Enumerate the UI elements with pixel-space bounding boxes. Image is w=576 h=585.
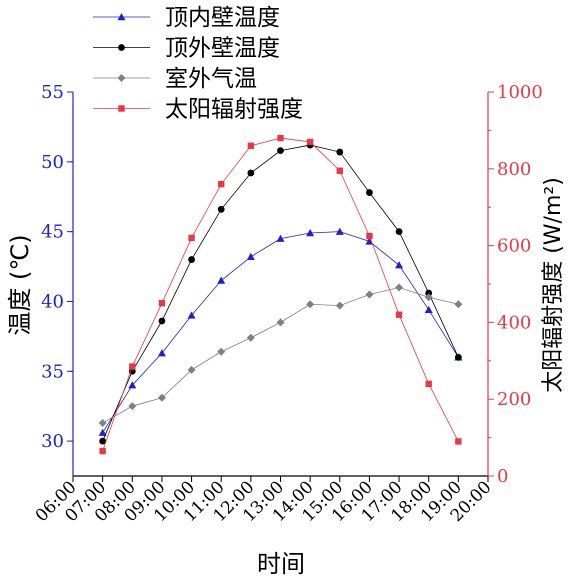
left-tick-label: 40 bbox=[41, 291, 64, 312]
data-point bbox=[246, 252, 255, 260]
series-line bbox=[102, 287, 459, 424]
data-point bbox=[217, 347, 226, 356]
data-point bbox=[246, 333, 255, 342]
legend-label: 室外气温 bbox=[165, 66, 257, 92]
series-4 bbox=[99, 134, 462, 455]
data-point bbox=[99, 447, 106, 455]
data-point bbox=[158, 317, 166, 325]
legend-marker bbox=[118, 105, 125, 112]
data-point bbox=[336, 167, 343, 174]
data-point bbox=[217, 205, 225, 213]
data-point bbox=[187, 365, 196, 374]
right-tick-label: 0 bbox=[497, 466, 508, 487]
data-point bbox=[218, 180, 225, 188]
data-point bbox=[335, 301, 344, 310]
data-point bbox=[336, 148, 344, 156]
left-tick-label: 55 bbox=[41, 82, 64, 103]
legend-entry-2: 顶外壁温度 bbox=[93, 36, 280, 62]
data-point bbox=[188, 256, 195, 263]
axes: 06:0007:0008:0009:0010:0011:0012:0013:00… bbox=[32, 82, 543, 526]
data-point bbox=[276, 318, 285, 327]
right-tick-label: 1000 bbox=[497, 82, 543, 103]
data-point bbox=[277, 147, 284, 155]
data-point bbox=[128, 402, 137, 411]
series-1 bbox=[98, 227, 463, 436]
left-tick-label: 50 bbox=[41, 152, 64, 173]
legend-marker bbox=[117, 74, 126, 82]
data-point bbox=[366, 189, 373, 196]
data-point bbox=[395, 283, 404, 292]
legend-marker bbox=[117, 13, 126, 21]
right-tick-label: 600 bbox=[497, 236, 531, 257]
data-point bbox=[128, 381, 137, 389]
series-layer bbox=[98, 134, 463, 455]
data-point bbox=[366, 232, 373, 240]
left-tick-label: 35 bbox=[41, 361, 64, 382]
x-axis-title: 时间 bbox=[257, 550, 305, 578]
data-point bbox=[424, 305, 433, 314]
series-3 bbox=[98, 283, 463, 427]
data-point bbox=[188, 234, 195, 242]
data-point bbox=[365, 290, 374, 299]
data-point bbox=[187, 311, 196, 319]
data-point bbox=[99, 437, 107, 445]
series-line bbox=[102, 137, 459, 452]
data-point bbox=[277, 134, 284, 142]
series-line bbox=[102, 231, 459, 433]
right-tick-label: 400 bbox=[497, 312, 531, 333]
data-point bbox=[306, 229, 315, 237]
data-point bbox=[306, 300, 315, 309]
data-point bbox=[158, 300, 166, 307]
legend-label: 顶内壁温度 bbox=[165, 5, 280, 31]
data-point bbox=[424, 293, 433, 302]
data-point bbox=[306, 138, 314, 146]
data-point bbox=[455, 438, 462, 445]
right-tick-label: 800 bbox=[497, 159, 531, 180]
data-point bbox=[129, 363, 136, 370]
data-point bbox=[157, 393, 166, 402]
left-tick-label: 45 bbox=[41, 222, 64, 243]
legend-label: 顶外壁温度 bbox=[165, 36, 280, 62]
data-point bbox=[335, 227, 344, 235]
data-point bbox=[217, 276, 226, 284]
data-point bbox=[276, 234, 285, 242]
data-point bbox=[395, 311, 403, 318]
data-point bbox=[454, 300, 463, 309]
series-line bbox=[102, 144, 459, 442]
left-axis-title: 温度 (℃) bbox=[6, 234, 34, 335]
data-point bbox=[454, 353, 462, 361]
legend-marker bbox=[118, 44, 125, 51]
legend-entry-4: 太阳辐射强度 bbox=[93, 97, 303, 123]
data-point bbox=[98, 428, 107, 436]
left-tick-label: 30 bbox=[41, 431, 64, 452]
data-point bbox=[247, 169, 255, 177]
data-point bbox=[157, 349, 166, 357]
data-point bbox=[395, 228, 403, 236]
data-point bbox=[365, 237, 374, 245]
series-2 bbox=[99, 141, 462, 445]
data-point bbox=[395, 261, 404, 269]
data-point bbox=[425, 289, 433, 297]
right-tick-label: 200 bbox=[497, 389, 531, 410]
legend-label: 太阳辐射强度 bbox=[165, 97, 303, 123]
data-point bbox=[98, 418, 107, 427]
legend-entry-1: 顶内壁温度 bbox=[93, 5, 280, 31]
data-point bbox=[425, 380, 432, 388]
data-point bbox=[247, 142, 255, 149]
right-axis-title: 太阳辐射强度 (W/m²) bbox=[541, 177, 566, 393]
legend-entry-3: 室外气温 bbox=[93, 66, 257, 92]
